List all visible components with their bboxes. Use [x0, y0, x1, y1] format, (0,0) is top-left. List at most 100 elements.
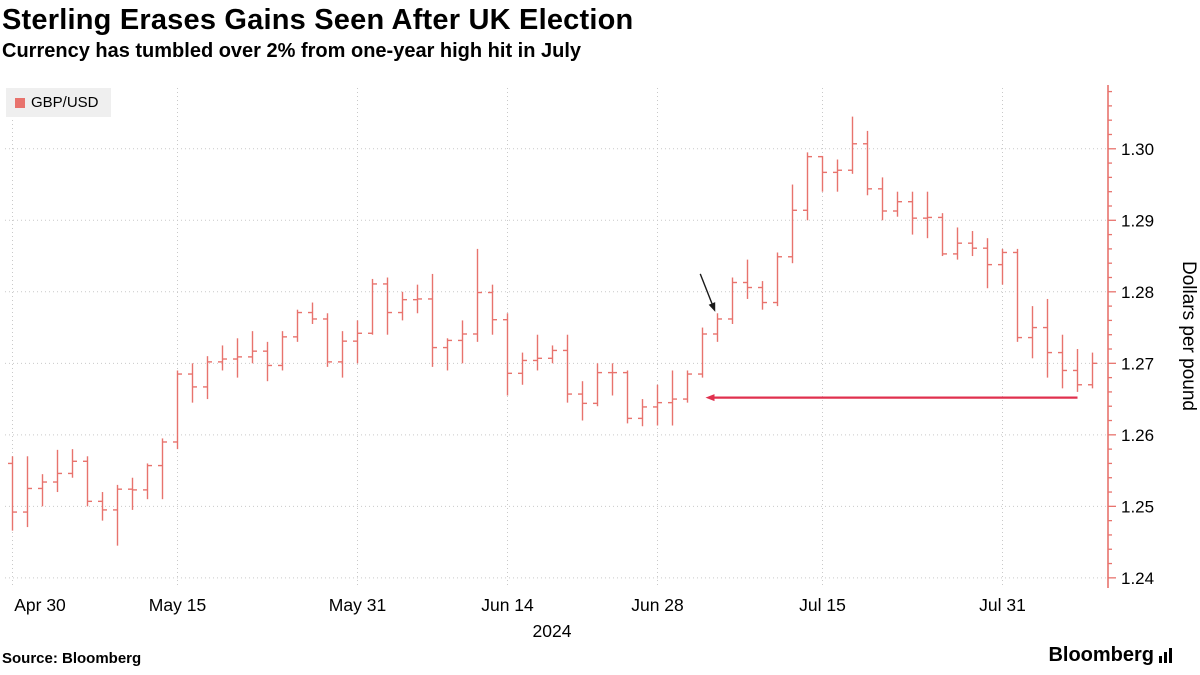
ohlc-bar — [683, 370, 692, 403]
legend: GBP/USD — [6, 88, 111, 117]
ohlc-bar — [608, 363, 617, 396]
ohlc-bar — [188, 363, 197, 403]
x-axis-year-label: 2024 — [533, 621, 572, 641]
x-tick-label: Jun 14 — [481, 595, 534, 615]
source-note: Source: Bloomberg — [2, 650, 142, 667]
x-tick-label: Jun 28 — [631, 595, 684, 615]
ohlc-bar — [323, 313, 332, 367]
ohlc-bar — [413, 284, 422, 314]
y-axis-title: Dollars per pound — [1178, 261, 1199, 411]
ohlc-bar — [203, 356, 212, 400]
ohlc-bar — [638, 399, 647, 427]
ohlc-bar — [803, 152, 812, 221]
ohlc-bar — [548, 345, 557, 364]
ohlc-bar — [893, 191, 902, 217]
ohlc-bar — [863, 130, 872, 196]
ohlc-bar — [983, 238, 992, 289]
ohlc-bar — [653, 384, 662, 426]
ohlc-bar — [353, 320, 362, 364]
ohlc-bar — [143, 463, 152, 500]
ohlc-bars — [8, 116, 1097, 546]
ohlc-bar — [998, 248, 1007, 285]
ohlc-bar — [338, 331, 347, 378]
ohlc-bar — [533, 334, 542, 371]
ohlc-bar — [83, 456, 92, 507]
y-tick-label: 1.30 — [1121, 140, 1154, 159]
ohlc-bar — [113, 484, 122, 546]
ohlc-bar — [728, 277, 737, 324]
y-tick-label: 1.28 — [1121, 283, 1154, 302]
ohlc-bar — [173, 370, 182, 450]
ohlc-bar — [968, 231, 977, 257]
ohlc-bar — [938, 213, 947, 257]
y-tick-label: 1.25 — [1121, 497, 1154, 516]
ohlc-bar — [743, 259, 752, 299]
ohlc-bar — [23, 456, 32, 528]
ohlc-bar — [233, 338, 242, 378]
ohlc-bar — [1073, 349, 1082, 392]
x-axis-labels: Apr 30 May 15 May 31 Jun 14 Jun 28 Jul 15 Jul … — [14, 595, 1026, 615]
ohlc-bar — [503, 313, 512, 396]
ohlc-bar — [8, 456, 17, 531]
erased-gains-arrow — [705, 394, 1078, 402]
y-tick-label: 1.27 — [1121, 354, 1154, 373]
x-tick-label: May 15 — [149, 595, 206, 615]
x-tick-label: May 31 — [329, 595, 386, 615]
gridlines — [5, 88, 1108, 585]
ohlc-bar — [68, 449, 77, 478]
y-tick-label: 1.24 — [1121, 569, 1154, 588]
x-tick-label: Apr 30 — [14, 595, 66, 615]
ohlc-bar — [308, 302, 317, 324]
ohlc-bar — [923, 191, 932, 239]
ohlc-bar — [368, 278, 377, 335]
ohlc-bar — [818, 155, 827, 192]
ohlc-bar — [473, 248, 482, 342]
x-tick-label: Jul 15 — [799, 595, 846, 615]
series-color-swatch — [15, 97, 25, 108]
ohlc-bar — [1043, 298, 1052, 378]
ohlc-bar — [833, 159, 842, 192]
bloomberg-logo-text: Bloomberg — [1048, 644, 1154, 666]
ohlc-bar — [518, 352, 527, 385]
ohlc-bar — [98, 492, 107, 521]
ohlc-bar — [668, 370, 677, 426]
ohlc-bar — [1088, 352, 1097, 389]
ohlc-bar — [158, 438, 167, 500]
ohlc-bar — [773, 252, 782, 307]
ohlc-bar — [953, 227, 962, 260]
ohlc-bar — [398, 291, 407, 321]
post-election-pointer-arrow — [699, 273, 716, 312]
ohlc-bar — [383, 277, 392, 335]
ohlc-bar — [758, 281, 767, 310]
chart-subtitle: Currency has tumbled over 2% from one-ye… — [2, 40, 582, 63]
annotations — [699, 273, 1078, 402]
legend-label: GBP/USD — [31, 94, 99, 111]
ohlc-bar — [278, 331, 287, 371]
ohlc-bar — [623, 370, 632, 424]
ohlc-bar — [293, 309, 302, 342]
ohlc-bar — [128, 477, 137, 510]
bloomberg-logo-icon — [1159, 648, 1172, 663]
chart-title: Sterling Erases Gains Seen After UK Elec… — [2, 4, 634, 36]
x-tick-label: Jul 31 — [979, 595, 1026, 615]
ohlc-bar — [428, 273, 437, 367]
ohlc-bar — [53, 449, 62, 493]
ohlc-bar — [218, 345, 227, 371]
ohlc-bar — [1028, 306, 1037, 359]
ohlc-bar — [38, 474, 47, 507]
ohlc-bar — [698, 327, 707, 378]
ohlc-bar — [563, 334, 572, 403]
y-tick-label: 1.26 — [1121, 426, 1154, 445]
y-axis: 1.24 1.25 1.26 1.27 1.28 1.29 1.30 — [1107, 85, 1154, 588]
ohlc-bar — [1058, 334, 1067, 389]
ohlc-bar — [488, 284, 497, 335]
chart-header: Sterling Erases Gains Seen After UK Elec… — [2, 4, 1198, 63]
ohlc-bar — [458, 320, 467, 364]
ohlc-bar — [248, 331, 257, 364]
y-tick-label: 1.29 — [1121, 211, 1154, 230]
ohlc-bar — [848, 116, 857, 174]
ohlc-bar — [1013, 248, 1022, 342]
ohlc-bar — [263, 341, 272, 382]
